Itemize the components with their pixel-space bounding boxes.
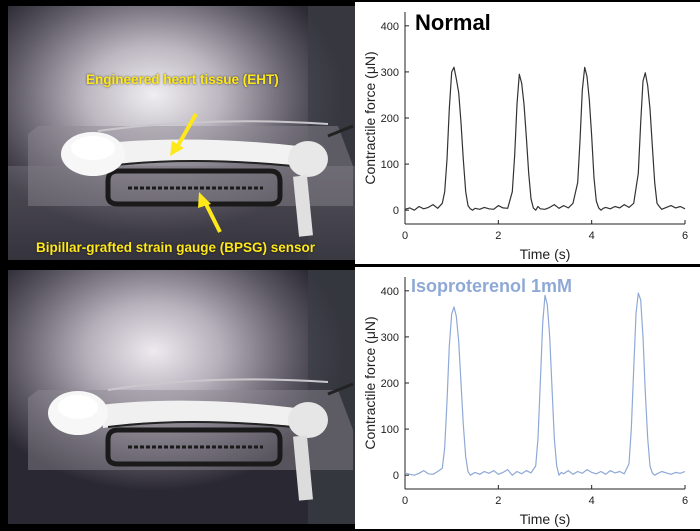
x-tick-label: 0 <box>402 495 408 507</box>
y-tick-label: 200 <box>381 378 399 390</box>
y-tick-label: 0 <box>393 205 399 217</box>
y-tick-label: 300 <box>381 67 399 79</box>
chart-svg: 0 100 200 300 400 0 2 4 6 Time (s) Contractile for… <box>362 10 688 262</box>
x-tick-label: 6 <box>682 230 688 242</box>
x-axis-label: Time (s) <box>520 246 571 262</box>
isoproterenol-force-chart: 0 100 200 300 400 0 2 4 6 Time (s) Contractile for… <box>355 267 700 529</box>
device-photo-image <box>8 270 355 524</box>
y-tick-label: 0 <box>393 470 399 482</box>
x-tick-label: 2 <box>495 495 501 507</box>
series-line <box>404 66 686 211</box>
chart-title: Isoproterenol 1mM <box>411 276 572 296</box>
eht-annotation: Engineered heart tissue (EHT) <box>86 72 279 87</box>
eht-photo-normal: Engineered heart tissue (EHT) Bipillar-g… <box>8 6 355 260</box>
y-axis-label: Contractile force (μN) <box>362 51 378 184</box>
y-tick-label: 400 <box>381 286 399 298</box>
x-tick-label: 0 <box>402 230 408 242</box>
y-tick-label: 400 <box>381 21 399 33</box>
eht-photo-isoproterenol <box>8 270 355 524</box>
y-tick-label: 100 <box>381 159 399 171</box>
x-tick-label: 4 <box>589 495 595 507</box>
y-tick-label: 100 <box>381 424 399 436</box>
x-tick-label: 6 <box>682 495 688 507</box>
y-axis-label: Contractile force (μN) <box>362 316 378 449</box>
chart-svg: 0 100 200 300 400 0 2 4 6 Time (s) Contractile for… <box>362 276 688 527</box>
y-tick-label: 300 <box>381 332 399 344</box>
sensor-annotation: Bipillar-grafted strain gauge (BPSG) sen… <box>36 240 316 255</box>
series-line <box>404 292 686 476</box>
y-tick-label: 200 <box>381 113 399 125</box>
normal-force-chart: 0 100 200 300 400 0 2 4 6 Time (s) Contractile for… <box>355 2 700 264</box>
x-tick-label: 2 <box>495 230 501 242</box>
x-axis-label: Time (s) <box>520 511 571 527</box>
device-photo-image <box>8 6 355 260</box>
x-tick-label: 4 <box>589 230 595 242</box>
chart-title: Normal <box>415 10 491 35</box>
